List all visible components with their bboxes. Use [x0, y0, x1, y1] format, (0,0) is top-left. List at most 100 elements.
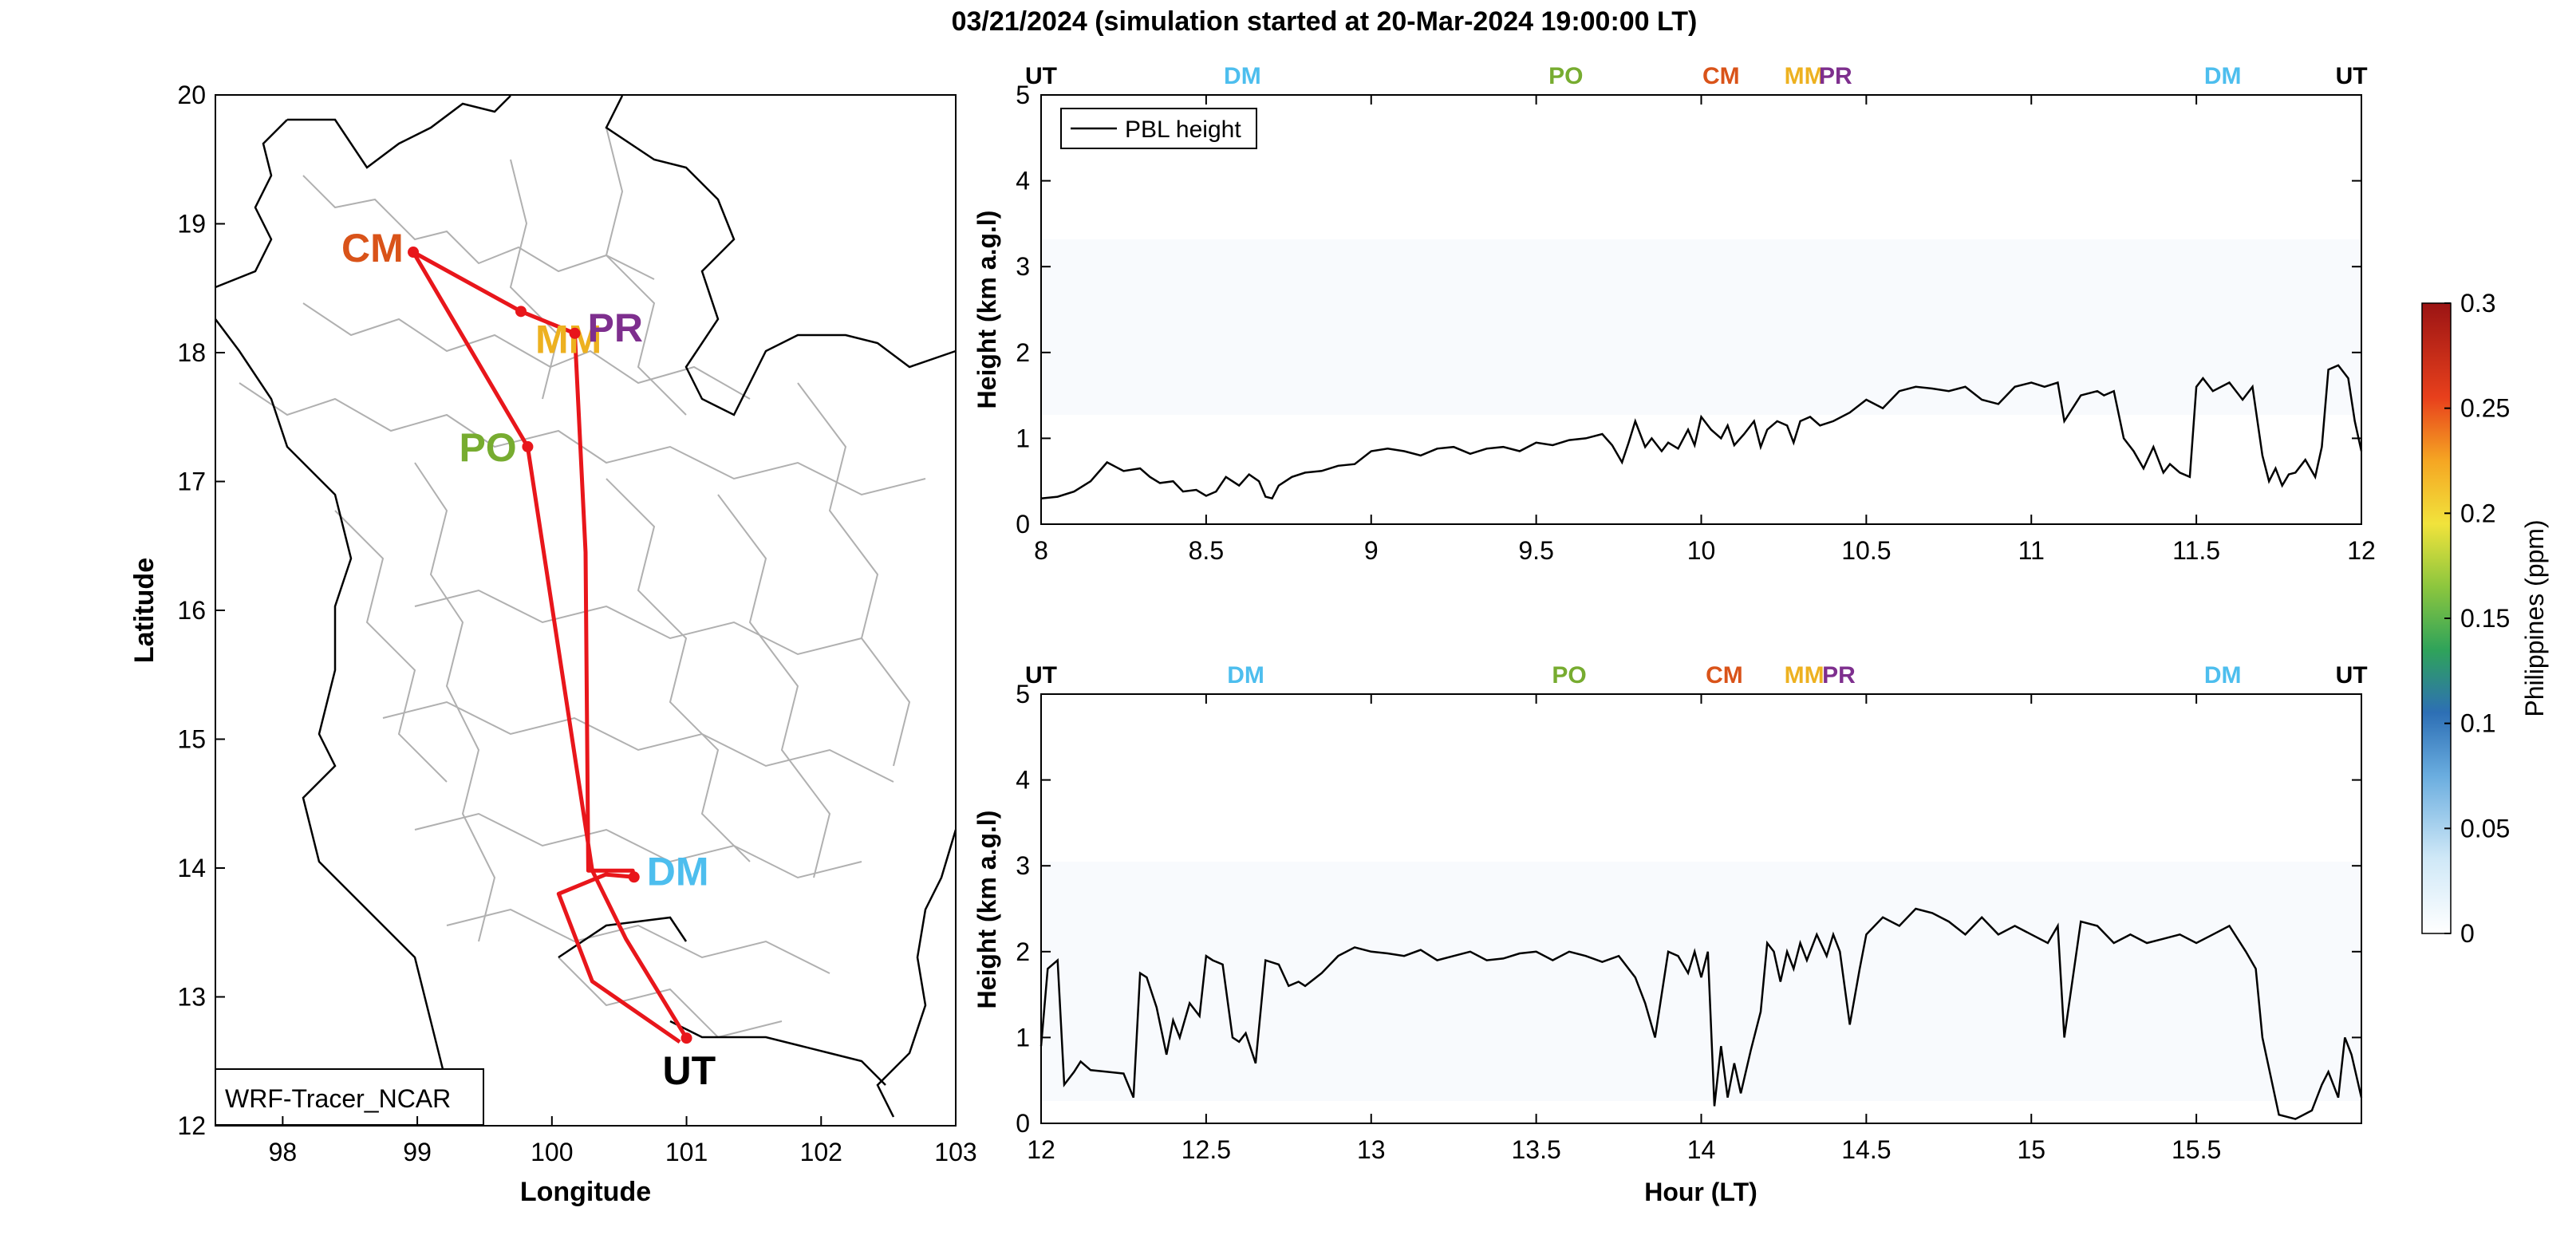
station-dot-mm	[515, 306, 527, 318]
province-border	[797, 382, 911, 767]
province-border	[414, 812, 862, 879]
station-dot-cm	[408, 247, 420, 258]
top-pbl-line	[1040, 364, 2363, 500]
bottom-marker-dm: DM	[1227, 662, 1264, 689]
top-x-tick-label: 10	[1687, 536, 1716, 565]
colorbar-tick-label: 0.2	[2460, 499, 2495, 527]
map-x-tick-label: 102	[800, 1138, 842, 1166]
top-marker-dm: DM	[2204, 63, 2242, 89]
bottom-x-tick-label: 13.5	[1511, 1135, 1560, 1164]
top-y-tick-label: 2	[1016, 338, 1030, 367]
bottom-marker-mm: MM	[1785, 662, 1825, 689]
station-dot-po	[522, 440, 534, 452]
map-x-tick-label: 99	[403, 1138, 432, 1166]
top-tracer-shading	[1041, 239, 2361, 415]
top-x-tick-label: 8	[1034, 536, 1048, 565]
top-marker-pr: PR	[1819, 63, 1852, 89]
top-marker-cm: CM	[1702, 63, 1740, 89]
map-y-tick-label: 18	[177, 338, 206, 367]
map-y-tick-label: 16	[177, 596, 206, 625]
map-x-label: Longitude	[520, 1177, 651, 1207]
station-label-po: PO	[459, 425, 516, 470]
station-label-pr: PR	[588, 306, 643, 350]
station-label-dm: DM	[647, 849, 709, 894]
colorbar-tick-label: 0.25	[2460, 394, 2510, 423]
bottom-x-tick-label: 14	[1687, 1135, 1716, 1164]
bottom-x-tick-label: 12	[1027, 1135, 1055, 1164]
top-y-ticks: 0 1 2 3 4 5	[1016, 81, 2361, 539]
top-y-tick-label: 3	[1016, 252, 1030, 281]
colorbar-tick-label: 0	[2460, 919, 2475, 948]
legend-label: PBL height	[1125, 116, 1241, 143]
bottom-y-tick-label: 1	[1016, 1023, 1030, 1052]
map-x-tick-label: 103	[934, 1138, 976, 1166]
model-label-box	[215, 1068, 484, 1126]
bottom-y-tick-label: 3	[1016, 851, 1030, 880]
bottom-x-tick-label: 13	[1357, 1135, 1386, 1164]
colorbar: 0 0.05 0.1 0.15 0.2 0.25 0.3 Philippines (ppm)	[2421, 289, 2549, 948]
flight-track	[411, 250, 688, 1044]
top-x-tick-label: 11.5	[2172, 536, 2220, 565]
bottom-marker-ut: UT	[1025, 662, 1057, 689]
map-y-tick-label: 12	[177, 1111, 206, 1140]
map-x-ticks: 98 99 100 101 102 103	[269, 1116, 977, 1166]
province-border	[382, 700, 894, 783]
bottom-marker-pr: PR	[1822, 662, 1856, 689]
map-y-tick-label: 17	[177, 468, 206, 496]
map-y-label: Latitude	[129, 558, 160, 663]
province-border	[414, 462, 496, 942]
bottom-tracer-shading	[1041, 862, 2361, 1101]
top-marker-dm: DM	[1224, 63, 1261, 89]
top-marker-ut: UT	[1025, 63, 1057, 89]
colorbar-tick-label: 0.15	[2460, 604, 2510, 633]
country-border	[215, 95, 957, 1118]
station-label-cm: CM	[341, 226, 404, 270]
map-y-tick-label: 15	[177, 725, 206, 754]
province-border	[509, 159, 560, 400]
province-border	[239, 382, 926, 496]
province-border	[606, 478, 751, 862]
bottom-marker-cm: CM	[1706, 662, 1743, 689]
province-border	[446, 908, 830, 974]
colorbar-tick-label: 0.05	[2460, 814, 2510, 843]
top-y-tick-label: 5	[1016, 81, 1030, 109]
bottom-x-ticks: 12 12.5 13 13.5 14 14.5 15 15.5	[1027, 694, 2221, 1164]
top-y-tick-label: 4	[1016, 167, 1030, 195]
colorbar-tick-label: 0.1	[2460, 709, 2495, 738]
station-label-ut: UT	[663, 1048, 716, 1093]
map-y-tick-label: 20	[177, 81, 206, 109]
top-marker-ut: UT	[2336, 63, 2368, 89]
top-marker-mm: MM	[1785, 63, 1825, 89]
bottom-x-tick-label: 14.5	[1841, 1135, 1891, 1164]
bottom-y-label: Height (km a.g.l)	[972, 811, 1001, 1009]
station-dot-dm	[628, 871, 640, 883]
model-label: WRF-Tracer_NCAR	[225, 1084, 451, 1113]
bottom-x-tick-label: 12.5	[1181, 1135, 1231, 1164]
top-x-tick-label: 9	[1364, 536, 1379, 565]
map-y-ticks: 12 13 14 15 16 17 18 19 20	[177, 81, 225, 1140]
bottom-y-tick-label: 5	[1016, 680, 1030, 708]
top-x-tick-label: 12	[2347, 536, 2376, 565]
province-border	[414, 589, 862, 656]
bottom-y-tick-label: 4	[1016, 766, 1030, 795]
bottom-pbl-line	[1039, 907, 2363, 1120]
bottom-marker-ut: UT	[2336, 662, 2368, 689]
top-x-ticks: 8 8.5 9 9.5 10 10.5 11 11.5 12	[1034, 95, 2376, 565]
province-border	[302, 175, 655, 280]
top-x-tick-label: 10.5	[1841, 536, 1891, 565]
top-x-tick-label: 11	[2018, 536, 2045, 565]
bottom-x-tick-label: 15.5	[2172, 1135, 2221, 1164]
top-x-tick-label: 9.5	[1518, 536, 1553, 565]
colorbar-label: Philippines (ppm)	[2520, 519, 2549, 716]
bottom-marker-po: PO	[1552, 662, 1586, 689]
map-x-tick-label: 98	[269, 1138, 298, 1166]
station-dot-pr	[569, 327, 581, 339]
colorbar-ticks: 0 0.05 0.1 0.15 0.2 0.25 0.3	[2444, 289, 2510, 948]
bottom-x-tick-label: 15	[2017, 1135, 2045, 1164]
map-y-tick-label: 13	[177, 983, 206, 1012]
top-y-tick-label: 0	[1016, 510, 1030, 539]
